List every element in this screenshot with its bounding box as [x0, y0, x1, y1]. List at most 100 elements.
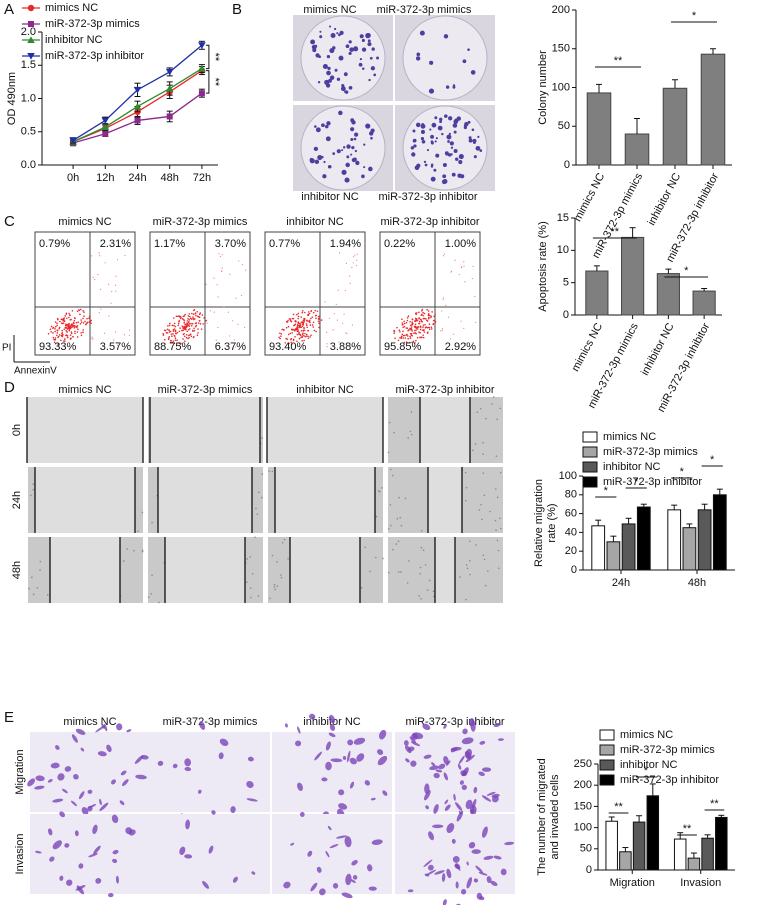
event	[292, 317, 295, 320]
event	[405, 341, 408, 343]
event	[61, 329, 64, 332]
cell	[482, 441, 484, 444]
sig-label: *	[710, 454, 715, 466]
event	[176, 315, 178, 318]
event	[295, 321, 297, 323]
wound-gap	[435, 537, 455, 603]
colony	[411, 152, 416, 157]
colony	[348, 85, 353, 90]
stained-cell	[454, 802, 463, 811]
stained-cell	[73, 773, 79, 780]
stained-cell	[78, 863, 84, 869]
event	[66, 317, 68, 320]
legend-label: miR-372-3p mimics	[603, 446, 698, 458]
event	[411, 321, 414, 323]
event	[53, 341, 56, 344]
event	[233, 339, 235, 341]
stained-cell	[122, 779, 129, 787]
event	[170, 339, 172, 342]
event	[352, 256, 355, 258]
colony	[367, 39, 371, 43]
event	[403, 325, 406, 328]
event	[431, 311, 433, 313]
event	[414, 312, 417, 315]
event	[192, 316, 194, 318]
stained-cell	[297, 726, 301, 734]
cell	[151, 521, 153, 524]
event	[412, 322, 414, 325]
cell	[399, 571, 402, 573]
cell	[137, 530, 139, 533]
event	[75, 325, 78, 328]
event	[197, 322, 200, 324]
event	[303, 318, 306, 320]
y-tick-label: 0.5	[21, 126, 36, 138]
event	[100, 308, 102, 310]
colony	[341, 149, 344, 152]
event	[52, 332, 54, 334]
stained-cell	[246, 780, 254, 789]
colony	[368, 131, 374, 136]
event	[54, 339, 56, 341]
event	[423, 312, 426, 315]
stained-cell	[481, 795, 492, 802]
event	[185, 336, 188, 339]
stained-cell	[344, 836, 352, 848]
event	[216, 284, 218, 286]
event	[463, 265, 465, 267]
event	[74, 325, 76, 327]
event	[217, 296, 219, 298]
event	[335, 303, 337, 305]
event	[244, 344, 246, 346]
stained-cell	[433, 804, 439, 814]
stained-cell	[486, 876, 492, 884]
event	[440, 330, 442, 332]
event	[298, 337, 301, 340]
event	[296, 323, 299, 326]
y-tick-label: 5	[563, 277, 569, 289]
quadrant-percent: 93.40%	[269, 341, 307, 353]
event	[54, 337, 57, 339]
colony	[419, 30, 425, 36]
stained-cell	[459, 780, 465, 785]
wound-gap	[27, 397, 143, 463]
cell	[495, 529, 497, 532]
colony	[430, 176, 436, 182]
event	[60, 339, 62, 342]
event	[86, 317, 88, 320]
stained-cell	[338, 803, 348, 810]
event	[221, 270, 223, 273]
event	[398, 329, 401, 332]
wound-gap	[290, 537, 360, 603]
stained-cell	[471, 798, 477, 809]
event	[202, 323, 204, 325]
plate-dish	[300, 105, 386, 191]
stained-cell	[64, 766, 72, 772]
y-tick-label: 0.0	[21, 159, 36, 171]
event	[290, 341, 292, 344]
cell	[495, 455, 498, 457]
cell	[465, 486, 468, 489]
event	[411, 318, 414, 321]
flow-title: miR-372-3p inhibitor	[380, 216, 479, 228]
transwell-photo	[272, 814, 392, 894]
colony	[462, 59, 467, 64]
x-tick-label: 24h	[612, 577, 630, 589]
event	[409, 328, 411, 331]
bar	[619, 851, 632, 871]
colony	[435, 153, 440, 158]
cell	[487, 570, 489, 572]
cell	[387, 571, 390, 574]
stained-cell	[336, 835, 347, 839]
event	[57, 335, 60, 338]
event	[183, 320, 186, 322]
cell	[389, 503, 392, 506]
event	[278, 336, 280, 339]
event	[318, 315, 321, 318]
column-title: mimics NC	[63, 716, 116, 728]
event	[166, 328, 169, 331]
event	[280, 335, 282, 337]
event	[167, 337, 170, 339]
event	[310, 310, 312, 312]
